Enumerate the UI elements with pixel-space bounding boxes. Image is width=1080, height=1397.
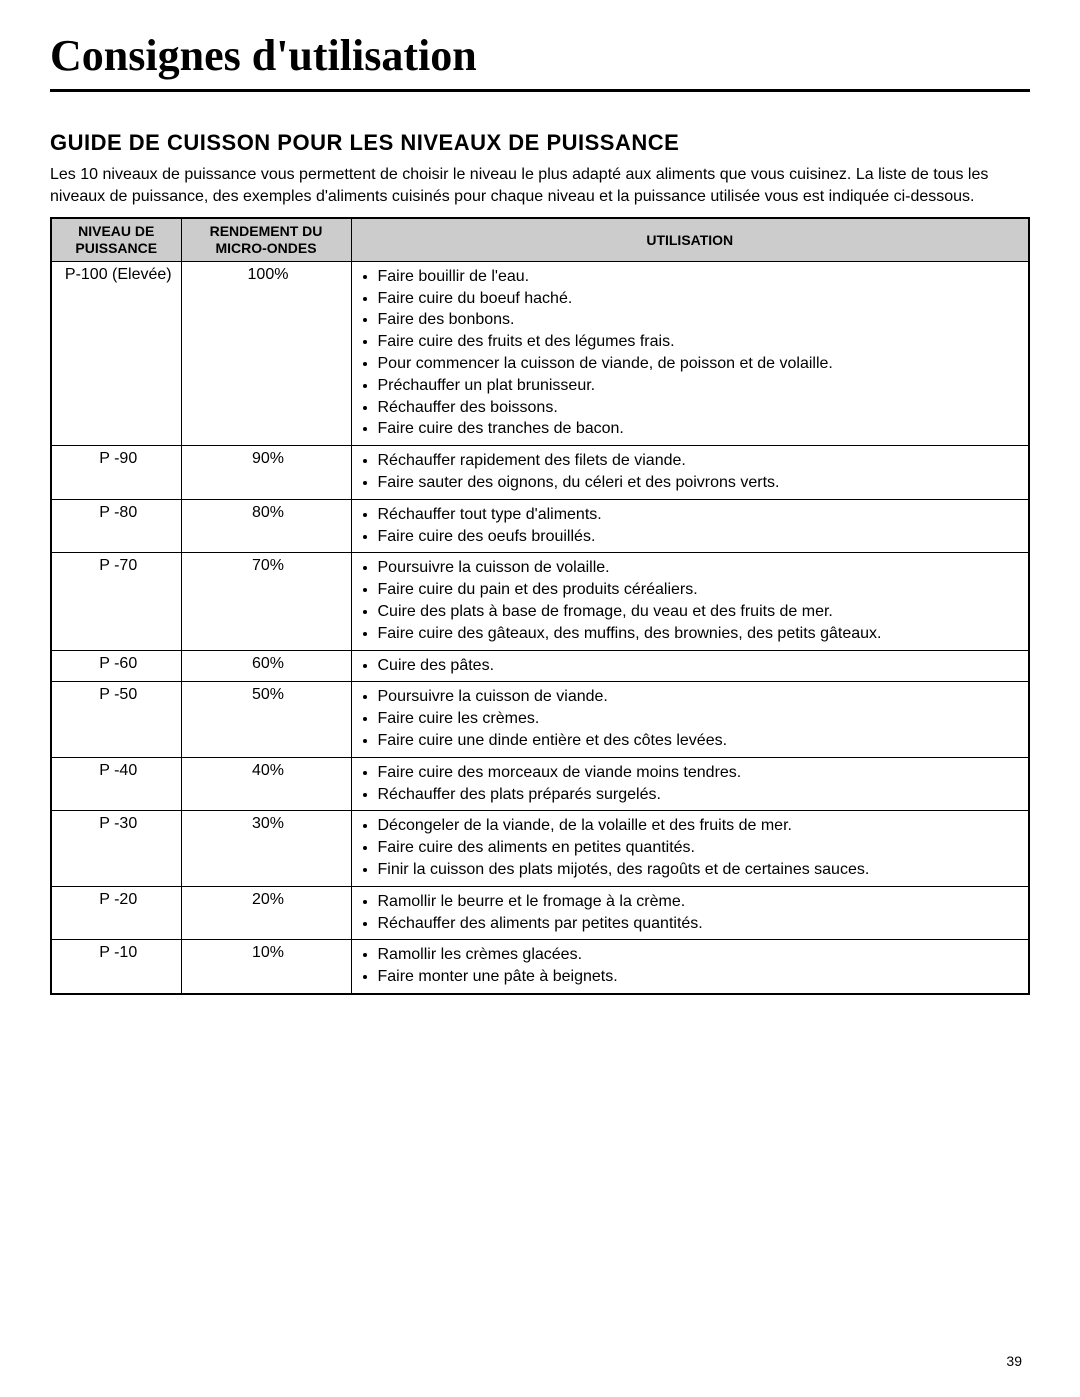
- cell-usage: Faire bouillir de l'eau.Faire cuire du b…: [351, 261, 1029, 445]
- usage-list: Poursuivre la cuisson de viande.Faire cu…: [358, 687, 1023, 751]
- cell-output: 80%: [181, 499, 351, 553]
- table-row: P-100 (Elevée)100%Faire bouillir de l'ea…: [51, 261, 1029, 445]
- cell-output: 30%: [181, 811, 351, 886]
- page-title: Consignes d'utilisation: [50, 30, 1030, 92]
- table-row: P -9090% Réchauffer rapidement des filets…: [51, 446, 1029, 500]
- cell-usage: Réchauffer tout type d'aliments.Faire cu…: [351, 499, 1029, 553]
- usage-item: Faire cuire les crèmes.: [378, 709, 1023, 730]
- usage-list: Décongeler de la viande, de la volaille …: [358, 816, 1023, 880]
- cell-usage: Réchauffer rapidement des filets de vian…: [351, 446, 1029, 500]
- cell-output: 100%: [181, 261, 351, 445]
- usage-item: Réchauffer des aliments par petites quan…: [378, 914, 1023, 935]
- cell-level: P -10: [51, 940, 181, 994]
- cell-usage: Poursuivre la cuisson de volaille.Faire …: [351, 553, 1029, 650]
- usage-item: Faire cuire des morceaux de viande moins…: [378, 763, 1023, 784]
- usage-item: Faire cuire du pain et des produits céré…: [378, 580, 1023, 601]
- usage-list: Ramollir les crèmes glacées.Faire monter…: [358, 945, 1023, 988]
- usage-item: Cuire des plats à base de fromage, du ve…: [378, 602, 1023, 623]
- usage-item: Faire cuire des tranches de bacon.: [378, 419, 1023, 440]
- usage-item: Décongeler de la viande, de la volaille …: [378, 816, 1023, 837]
- cell-usage: Faire cuire des morceaux de viande moins…: [351, 757, 1029, 811]
- usage-item: Réchauffer tout type d'aliments.: [378, 505, 1023, 526]
- col-header-usage: UTILISATION: [351, 218, 1029, 261]
- cell-output: 20%: [181, 886, 351, 940]
- usage-item: Faire cuire du boeuf haché.: [378, 289, 1023, 310]
- col-header-level: NIVEAU DE PUISSANCE: [51, 218, 181, 261]
- usage-item: Pour commencer la cuisson de viande, de …: [378, 354, 1023, 375]
- cell-level: P-100 (Elevée): [51, 261, 181, 445]
- power-level-table: NIVEAU DE PUISSANCE RENDEMENT DU MICRO-O…: [50, 217, 1030, 995]
- table-row: P -3030% Décongeler de la viande, de la v…: [51, 811, 1029, 886]
- col-header-output: RENDEMENT DU MICRO-ONDES: [181, 218, 351, 261]
- usage-item: Finir la cuisson des plats mijotés, des …: [378, 860, 1023, 881]
- usage-list: Faire bouillir de l'eau.Faire cuire du b…: [358, 267, 1023, 440]
- cell-level: P -30: [51, 811, 181, 886]
- cell-level: P -60: [51, 650, 181, 682]
- cell-output: 40%: [181, 757, 351, 811]
- usage-list: Réchauffer rapidement des filets de vian…: [358, 451, 1023, 494]
- usage-item: Faire des bonbons.: [378, 310, 1023, 331]
- usage-item: Ramollir les crèmes glacées.: [378, 945, 1023, 966]
- cell-usage: Ramollir le beurre et le fromage à la cr…: [351, 886, 1029, 940]
- usage-list: Ramollir le beurre et le fromage à la cr…: [358, 892, 1023, 935]
- cell-output: 90%: [181, 446, 351, 500]
- table-row: P -2020% Ramollir le beurre et le fromage…: [51, 886, 1029, 940]
- usage-item: Faire monter une pâte à beignets.: [378, 967, 1023, 988]
- usage-item: Faire cuire des fruits et des légumes fr…: [378, 332, 1023, 353]
- cell-level: P -90: [51, 446, 181, 500]
- usage-item: Faire cuire des oeufs brouillés.: [378, 527, 1023, 548]
- page-number: 39: [1006, 1353, 1022, 1369]
- table-row: P -1010%Ramollir les crèmes glacées.Fair…: [51, 940, 1029, 994]
- document-page: Consignes d'utilisation GUIDE DE CUISSON…: [0, 0, 1080, 1397]
- usage-item: Poursuivre la cuisson de viande.: [378, 687, 1023, 708]
- usage-item: Ramollir le beurre et le fromage à la cr…: [378, 892, 1023, 913]
- table-row: P -7070%Poursuivre la cuisson de volaill…: [51, 553, 1029, 650]
- cell-level: P -40: [51, 757, 181, 811]
- usage-item: Réchauffer des plats préparés surgelés.: [378, 785, 1023, 806]
- cell-output: 70%: [181, 553, 351, 650]
- cell-output: 60%: [181, 650, 351, 682]
- usage-item: Faire cuire des gâteaux, des muffins, de…: [378, 624, 1023, 645]
- usage-item: Réchauffer des boissons.: [378, 398, 1023, 419]
- table-row: P -5050%Poursuivre la cuisson de viande.…: [51, 682, 1029, 757]
- usage-list: Réchauffer tout type d'aliments.Faire cu…: [358, 505, 1023, 548]
- usage-item: Faire bouillir de l'eau.: [378, 267, 1023, 288]
- cell-output: 50%: [181, 682, 351, 757]
- usage-list: Poursuivre la cuisson de volaille.Faire …: [358, 558, 1023, 644]
- cell-level: P -50: [51, 682, 181, 757]
- usage-list: Faire cuire des morceaux de viande moins…: [358, 763, 1023, 806]
- table-row: P -4040% Faire cuire des morceaux de vian…: [51, 757, 1029, 811]
- usage-item: Poursuivre la cuisson de volaille.: [378, 558, 1023, 579]
- cell-usage: Poursuivre la cuisson de viande.Faire cu…: [351, 682, 1029, 757]
- usage-item: Faire sauter des oignons, du céleri et d…: [378, 473, 1023, 494]
- usage-item: Réchauffer rapidement des filets de vian…: [378, 451, 1023, 472]
- cell-output: 10%: [181, 940, 351, 994]
- cell-usage: Décongeler de la viande, de la volaille …: [351, 811, 1029, 886]
- usage-list: Cuire des pâtes.: [358, 656, 1023, 677]
- cell-usage: Ramollir les crèmes glacées.Faire monter…: [351, 940, 1029, 994]
- cell-level: P -80: [51, 499, 181, 553]
- intro-paragraph: Les 10 niveaux de puissance vous permett…: [50, 164, 1030, 207]
- usage-item: Faire cuire des aliments en petites quan…: [378, 838, 1023, 859]
- section-heading: GUIDE DE CUISSON POUR LES NIVEAUX DE PUI…: [50, 130, 1030, 156]
- table-row: P -8080%Réchauffer tout type d'aliments.…: [51, 499, 1029, 553]
- cell-level: P -70: [51, 553, 181, 650]
- usage-item: Préchauffer un plat brunisseur.: [378, 376, 1023, 397]
- usage-item: Faire cuire une dinde entière et des côt…: [378, 731, 1023, 752]
- table-header-row: NIVEAU DE PUISSANCE RENDEMENT DU MICRO-O…: [51, 218, 1029, 261]
- table-row: P -6060% Cuire des pâtes.: [51, 650, 1029, 682]
- cell-level: P -20: [51, 886, 181, 940]
- cell-usage: Cuire des pâtes.: [351, 650, 1029, 682]
- usage-item: Cuire des pâtes.: [378, 656, 1023, 677]
